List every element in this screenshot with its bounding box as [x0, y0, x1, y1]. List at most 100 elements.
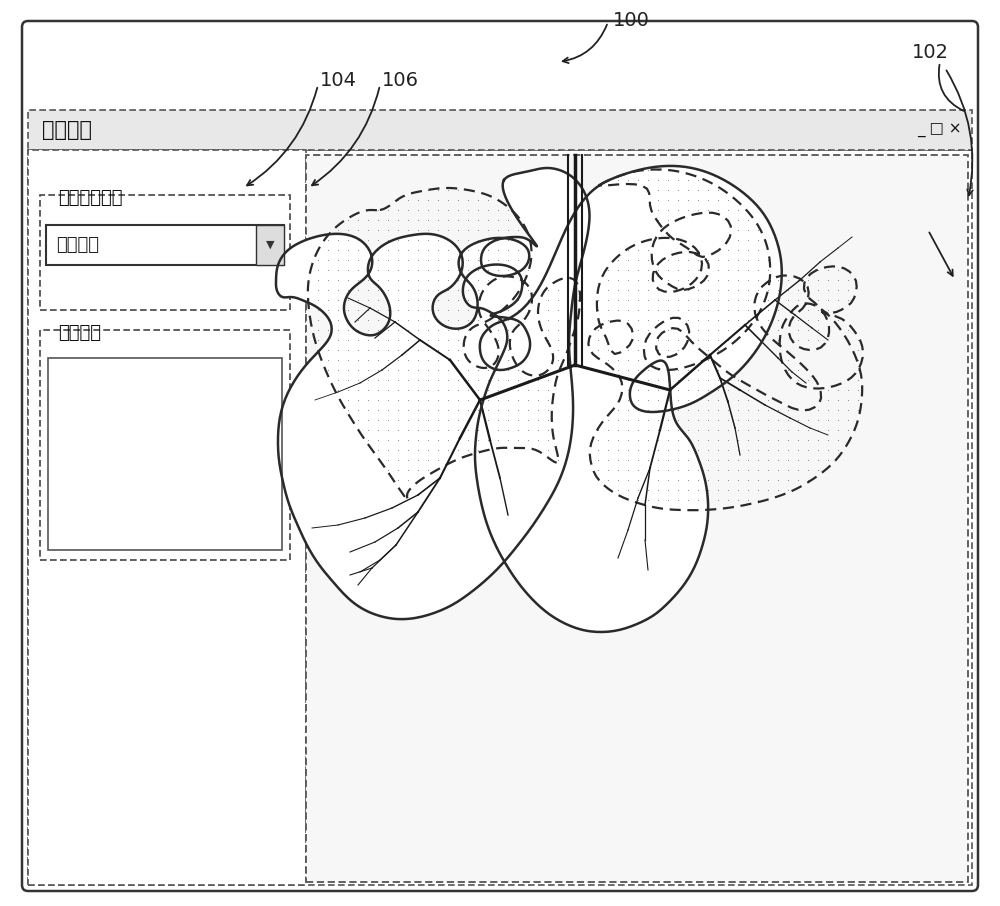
Point — [350, 353, 366, 368]
Point — [460, 323, 476, 337]
Point — [360, 353, 376, 368]
Point — [640, 253, 656, 267]
Polygon shape — [463, 166, 782, 632]
Point — [730, 233, 746, 247]
Point — [700, 343, 716, 358]
Point — [510, 393, 526, 408]
Point — [630, 373, 646, 388]
Point — [660, 193, 676, 207]
Point — [630, 493, 646, 507]
Point — [480, 423, 496, 438]
Point — [750, 263, 766, 277]
Point — [370, 333, 386, 347]
Point — [360, 343, 376, 358]
Point — [450, 383, 466, 398]
Point — [780, 483, 796, 497]
Point — [600, 453, 616, 467]
Point — [680, 453, 696, 467]
Point — [800, 333, 816, 348]
Point — [840, 383, 856, 398]
Point — [470, 413, 486, 428]
Point — [430, 263, 446, 277]
Point — [460, 273, 476, 287]
Point — [330, 313, 346, 327]
Point — [700, 283, 716, 297]
Point — [470, 423, 486, 438]
Point — [430, 413, 446, 428]
Point — [770, 403, 786, 418]
Point — [350, 313, 366, 327]
Point — [820, 403, 836, 418]
Point — [570, 303, 586, 317]
Point — [390, 453, 406, 467]
Point — [500, 223, 516, 237]
Point — [340, 293, 356, 307]
Text: 106: 106 — [382, 71, 419, 90]
Point — [340, 273, 356, 287]
Point — [390, 333, 406, 347]
Point — [670, 173, 686, 188]
Point — [640, 293, 656, 307]
Point — [640, 363, 656, 378]
Point — [480, 233, 496, 247]
Point — [420, 353, 436, 368]
Point — [610, 403, 626, 418]
Point — [550, 343, 566, 358]
Point — [400, 363, 416, 378]
Point — [800, 283, 816, 297]
Point — [340, 393, 356, 408]
Point — [330, 323, 346, 337]
Point — [440, 333, 456, 347]
Point — [450, 343, 466, 358]
Point — [730, 223, 746, 237]
Point — [780, 473, 796, 487]
Point — [640, 283, 656, 297]
Point — [550, 293, 566, 307]
Point — [480, 363, 496, 378]
Point — [380, 403, 396, 418]
Point — [440, 263, 456, 277]
Point — [420, 363, 436, 378]
Point — [500, 373, 516, 388]
Point — [520, 233, 536, 247]
Point — [470, 213, 486, 227]
Point — [640, 243, 656, 257]
Point — [640, 473, 656, 487]
Point — [680, 413, 696, 428]
Point — [590, 303, 606, 317]
Point — [740, 303, 756, 317]
Point — [720, 293, 736, 307]
Point — [850, 353, 866, 368]
Point — [320, 273, 336, 287]
Point — [510, 253, 526, 267]
Point — [780, 413, 796, 428]
Point — [650, 173, 666, 188]
Point — [410, 363, 426, 378]
Point — [620, 393, 636, 408]
Point — [770, 413, 786, 428]
Point — [520, 433, 536, 448]
Point — [720, 383, 736, 398]
Point — [760, 483, 776, 497]
Point — [390, 373, 406, 388]
Point — [450, 293, 466, 307]
Point — [800, 303, 816, 317]
Point — [460, 223, 476, 237]
Point — [360, 403, 376, 418]
Point — [600, 313, 616, 327]
Point — [540, 283, 556, 297]
Point — [750, 233, 766, 247]
Point — [630, 393, 646, 408]
Point — [690, 473, 706, 487]
Point — [670, 233, 686, 247]
Point — [840, 373, 856, 388]
Point — [840, 293, 856, 307]
Point — [420, 243, 436, 257]
Point — [430, 283, 446, 297]
Point — [410, 473, 426, 487]
Point — [600, 443, 616, 458]
Point — [620, 373, 636, 388]
Point — [840, 273, 856, 287]
Point — [660, 403, 676, 418]
Text: _ □ ×: _ □ × — [918, 122, 962, 138]
